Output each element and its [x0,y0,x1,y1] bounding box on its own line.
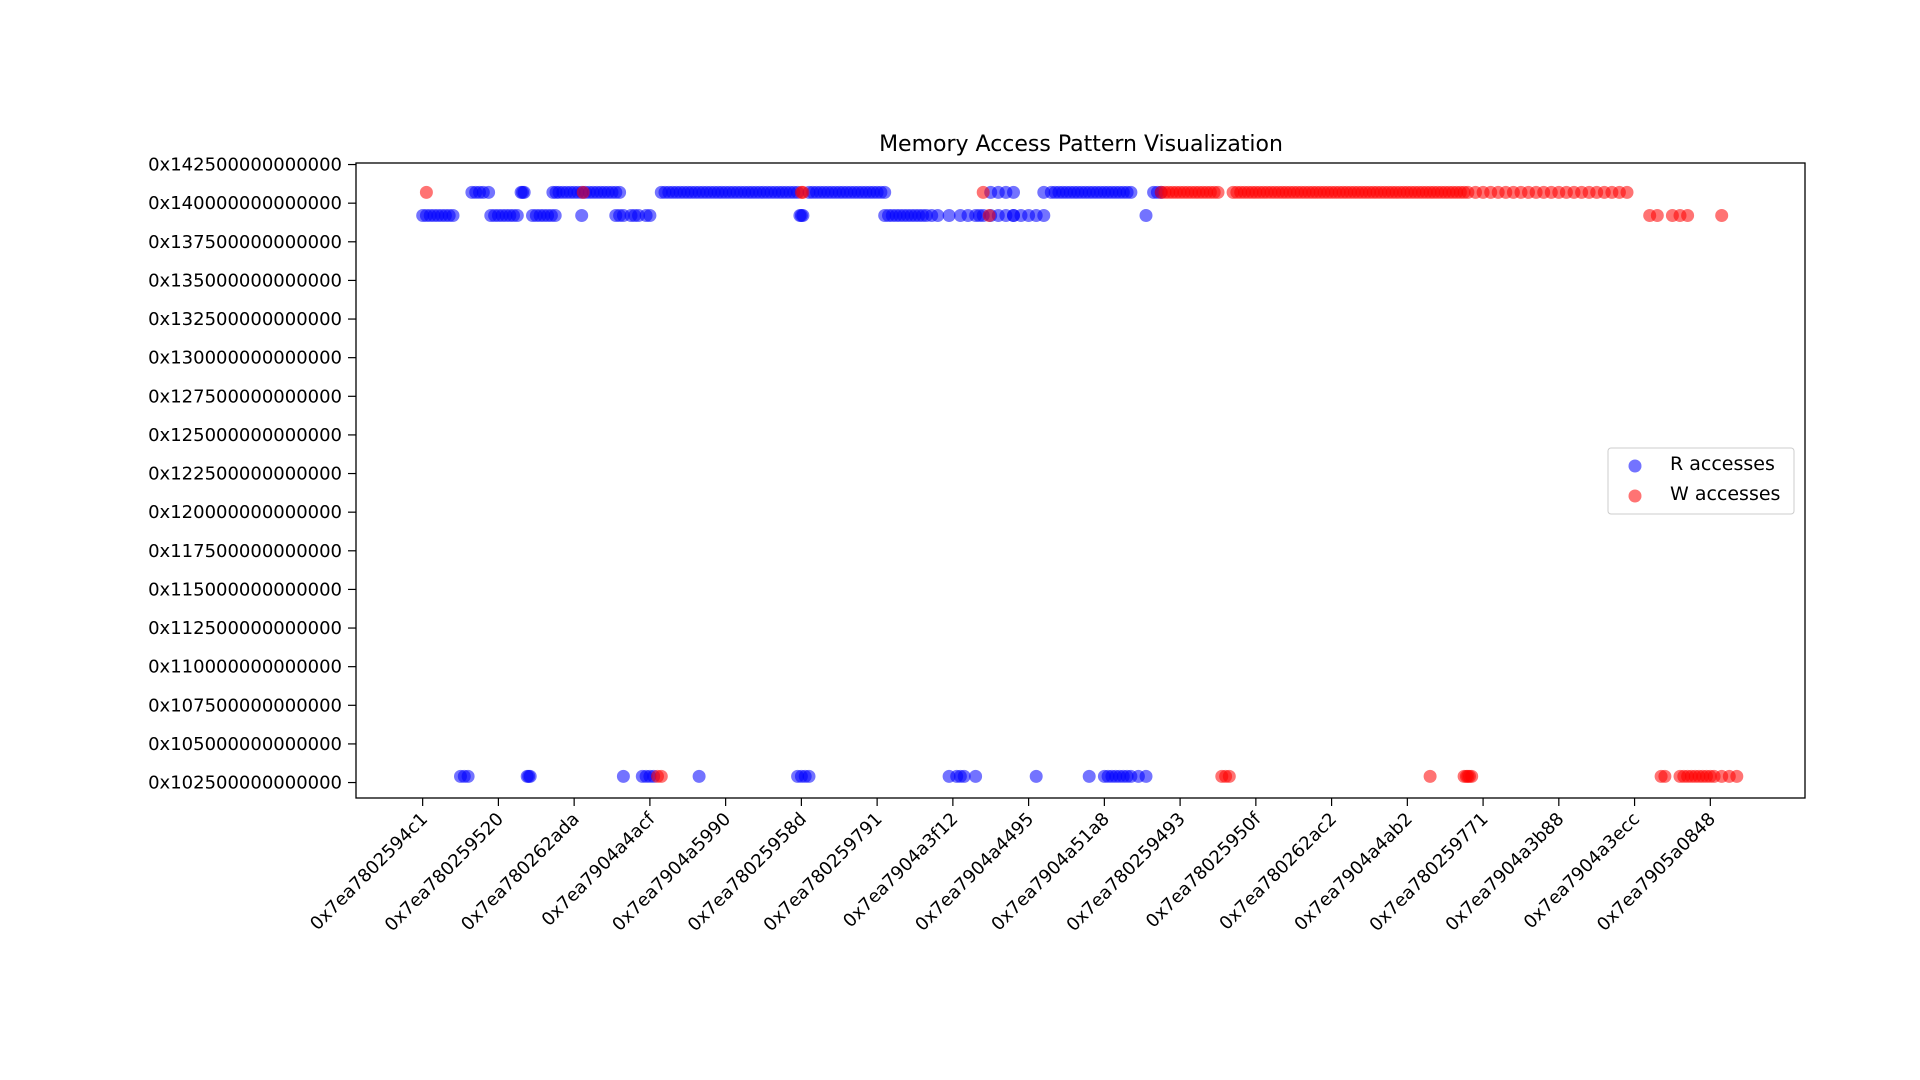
r-access-point [1139,769,1153,783]
r-access-point [969,769,983,783]
r-access-point [1007,209,1020,222]
y-tick-label: 0x142500000000000 [148,155,342,176]
r-access-point [643,209,657,222]
y-tick-label: 0x115000000000000 [148,579,342,600]
r-access-point [931,209,945,222]
w-access-point [1222,769,1236,783]
r-access-point [957,769,971,783]
w-access-point [1211,185,1225,199]
legend-label-r: R accesses [1670,453,1775,475]
w-access-point [982,209,996,222]
y-tick-label: 0x127500000000000 [148,386,342,407]
w-access-point [1620,185,1634,199]
r-access-point [1139,209,1153,222]
r-access-point [517,185,531,199]
y-tick-label: 0x107500000000000 [148,695,342,716]
y-tick-label: 0x140000000000000 [148,193,342,214]
w-access-point [1423,769,1437,783]
r-access-point [802,769,816,783]
w-access-point [1715,209,1729,222]
r-access-point [523,769,537,783]
w-access-point [419,185,433,199]
series-w-accesses [419,185,1744,783]
w-access-point [1658,769,1672,783]
y-tick-label: 0x130000000000000 [148,348,342,369]
y-axis: 0x102500000000000 0x105000000000000 0x1075… [148,155,356,794]
r-access-point [1029,769,1043,783]
r-access-point [692,769,706,783]
points-layer [416,185,1744,783]
r-access-point [1124,185,1138,199]
legend-marker-r [1628,459,1642,473]
y-tick-label: 0x102500000000000 [148,773,342,794]
w-access-point [1465,769,1479,783]
r-access-point [575,209,589,222]
r-access-point [613,185,627,199]
w-access-point [654,769,668,783]
y-tick-label: 0x135000000000000 [148,270,342,291]
w-access-point [1730,769,1744,783]
w-access-point [796,185,810,199]
y-tick-label: 0x132500000000000 [148,309,342,330]
y-tick-label: 0x112500000000000 [148,618,342,639]
y-tick-label: 0x137500000000000 [148,232,342,253]
w-access-point [976,185,990,199]
w-access-point [576,185,590,199]
r-access-point [1082,769,1096,783]
r-access-point [1007,185,1020,199]
r-access-point [510,209,524,222]
legend-box [1607,447,1795,515]
y-tick-label: 0x122500000000000 [148,464,342,485]
legend: R accesses W accesses [1607,447,1795,515]
series-r-accesses [416,185,1168,783]
r-access-point [548,209,562,222]
w-access-point [1681,209,1695,222]
r-access-point [482,185,496,199]
r-access-point [878,185,892,199]
r-access-point [446,209,460,222]
y-tick-label: 0x120000000000000 [148,502,342,523]
chart-title: Memory Access Pattern Visualization [879,132,1283,157]
plot-frame [355,162,1806,799]
r-access-point [616,769,630,783]
r-access-point [1037,209,1051,222]
legend-label-w: W accesses [1670,483,1780,505]
y-tick-label: 0x117500000000000 [148,541,342,562]
y-tick-label: 0x125000000000000 [148,425,342,446]
y-tick-label: 0x105000000000000 [148,734,342,755]
legend-marker-w [1628,489,1642,503]
w-access-point [1650,209,1664,222]
r-access-point [461,769,475,783]
r-access-point [942,209,956,222]
y-tick-label: 0x110000000000000 [148,657,342,678]
r-access-point [796,209,810,222]
